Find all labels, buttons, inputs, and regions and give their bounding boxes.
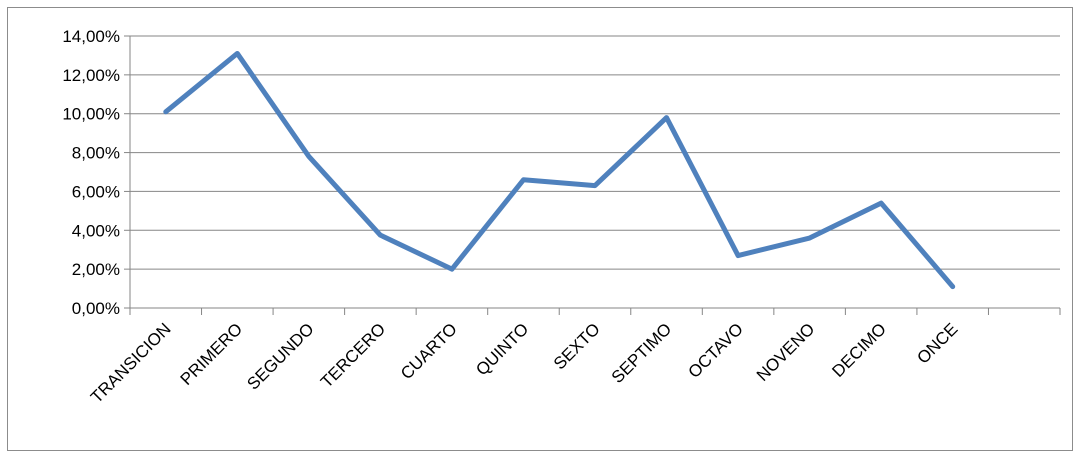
x-tick-label: ONCE	[913, 319, 961, 367]
x-tick-label: SEPTIMO	[608, 319, 676, 387]
y-tick-labels: 0,00% 2,00% 4,00% 6,00% 8,00% 10,00% 12,00% 14,…	[62, 27, 120, 318]
series-line	[163, 50, 956, 290]
series-layer	[163, 50, 956, 290]
x-tick-label: PRIMERO	[177, 319, 247, 389]
axes	[124, 35, 1061, 315]
x-tick-label: OCTAVO	[684, 319, 746, 381]
x-tick-label: NOVENO	[753, 319, 819, 385]
chart-frame	[7, 7, 1073, 451]
x-tick-label: DECIMO	[828, 319, 890, 381]
x-tick-label: SEXTO	[550, 319, 604, 373]
x-tick-label: TRANSICION	[87, 319, 175, 407]
y-tick-label: 6,00%	[72, 182, 120, 201]
y-tick-label: 2,00%	[72, 260, 120, 279]
y-tick-label: 0,00%	[72, 299, 120, 318]
y-tick-label: 14,00%	[62, 27, 120, 46]
y-tick-label: 8,00%	[72, 144, 120, 163]
y-tick-label: 4,00%	[72, 221, 120, 240]
x-tick-label: CUARTO	[397, 319, 461, 383]
gridlines	[130, 35, 1060, 270]
x-tick-label: QUINTO	[472, 319, 532, 379]
x-tick-label: SEGUNDO	[243, 319, 317, 393]
y-tick-label: 12,00%	[62, 66, 120, 85]
x-tick-label: TERCERO	[317, 319, 389, 391]
y-tick-label: 10,00%	[62, 105, 120, 124]
